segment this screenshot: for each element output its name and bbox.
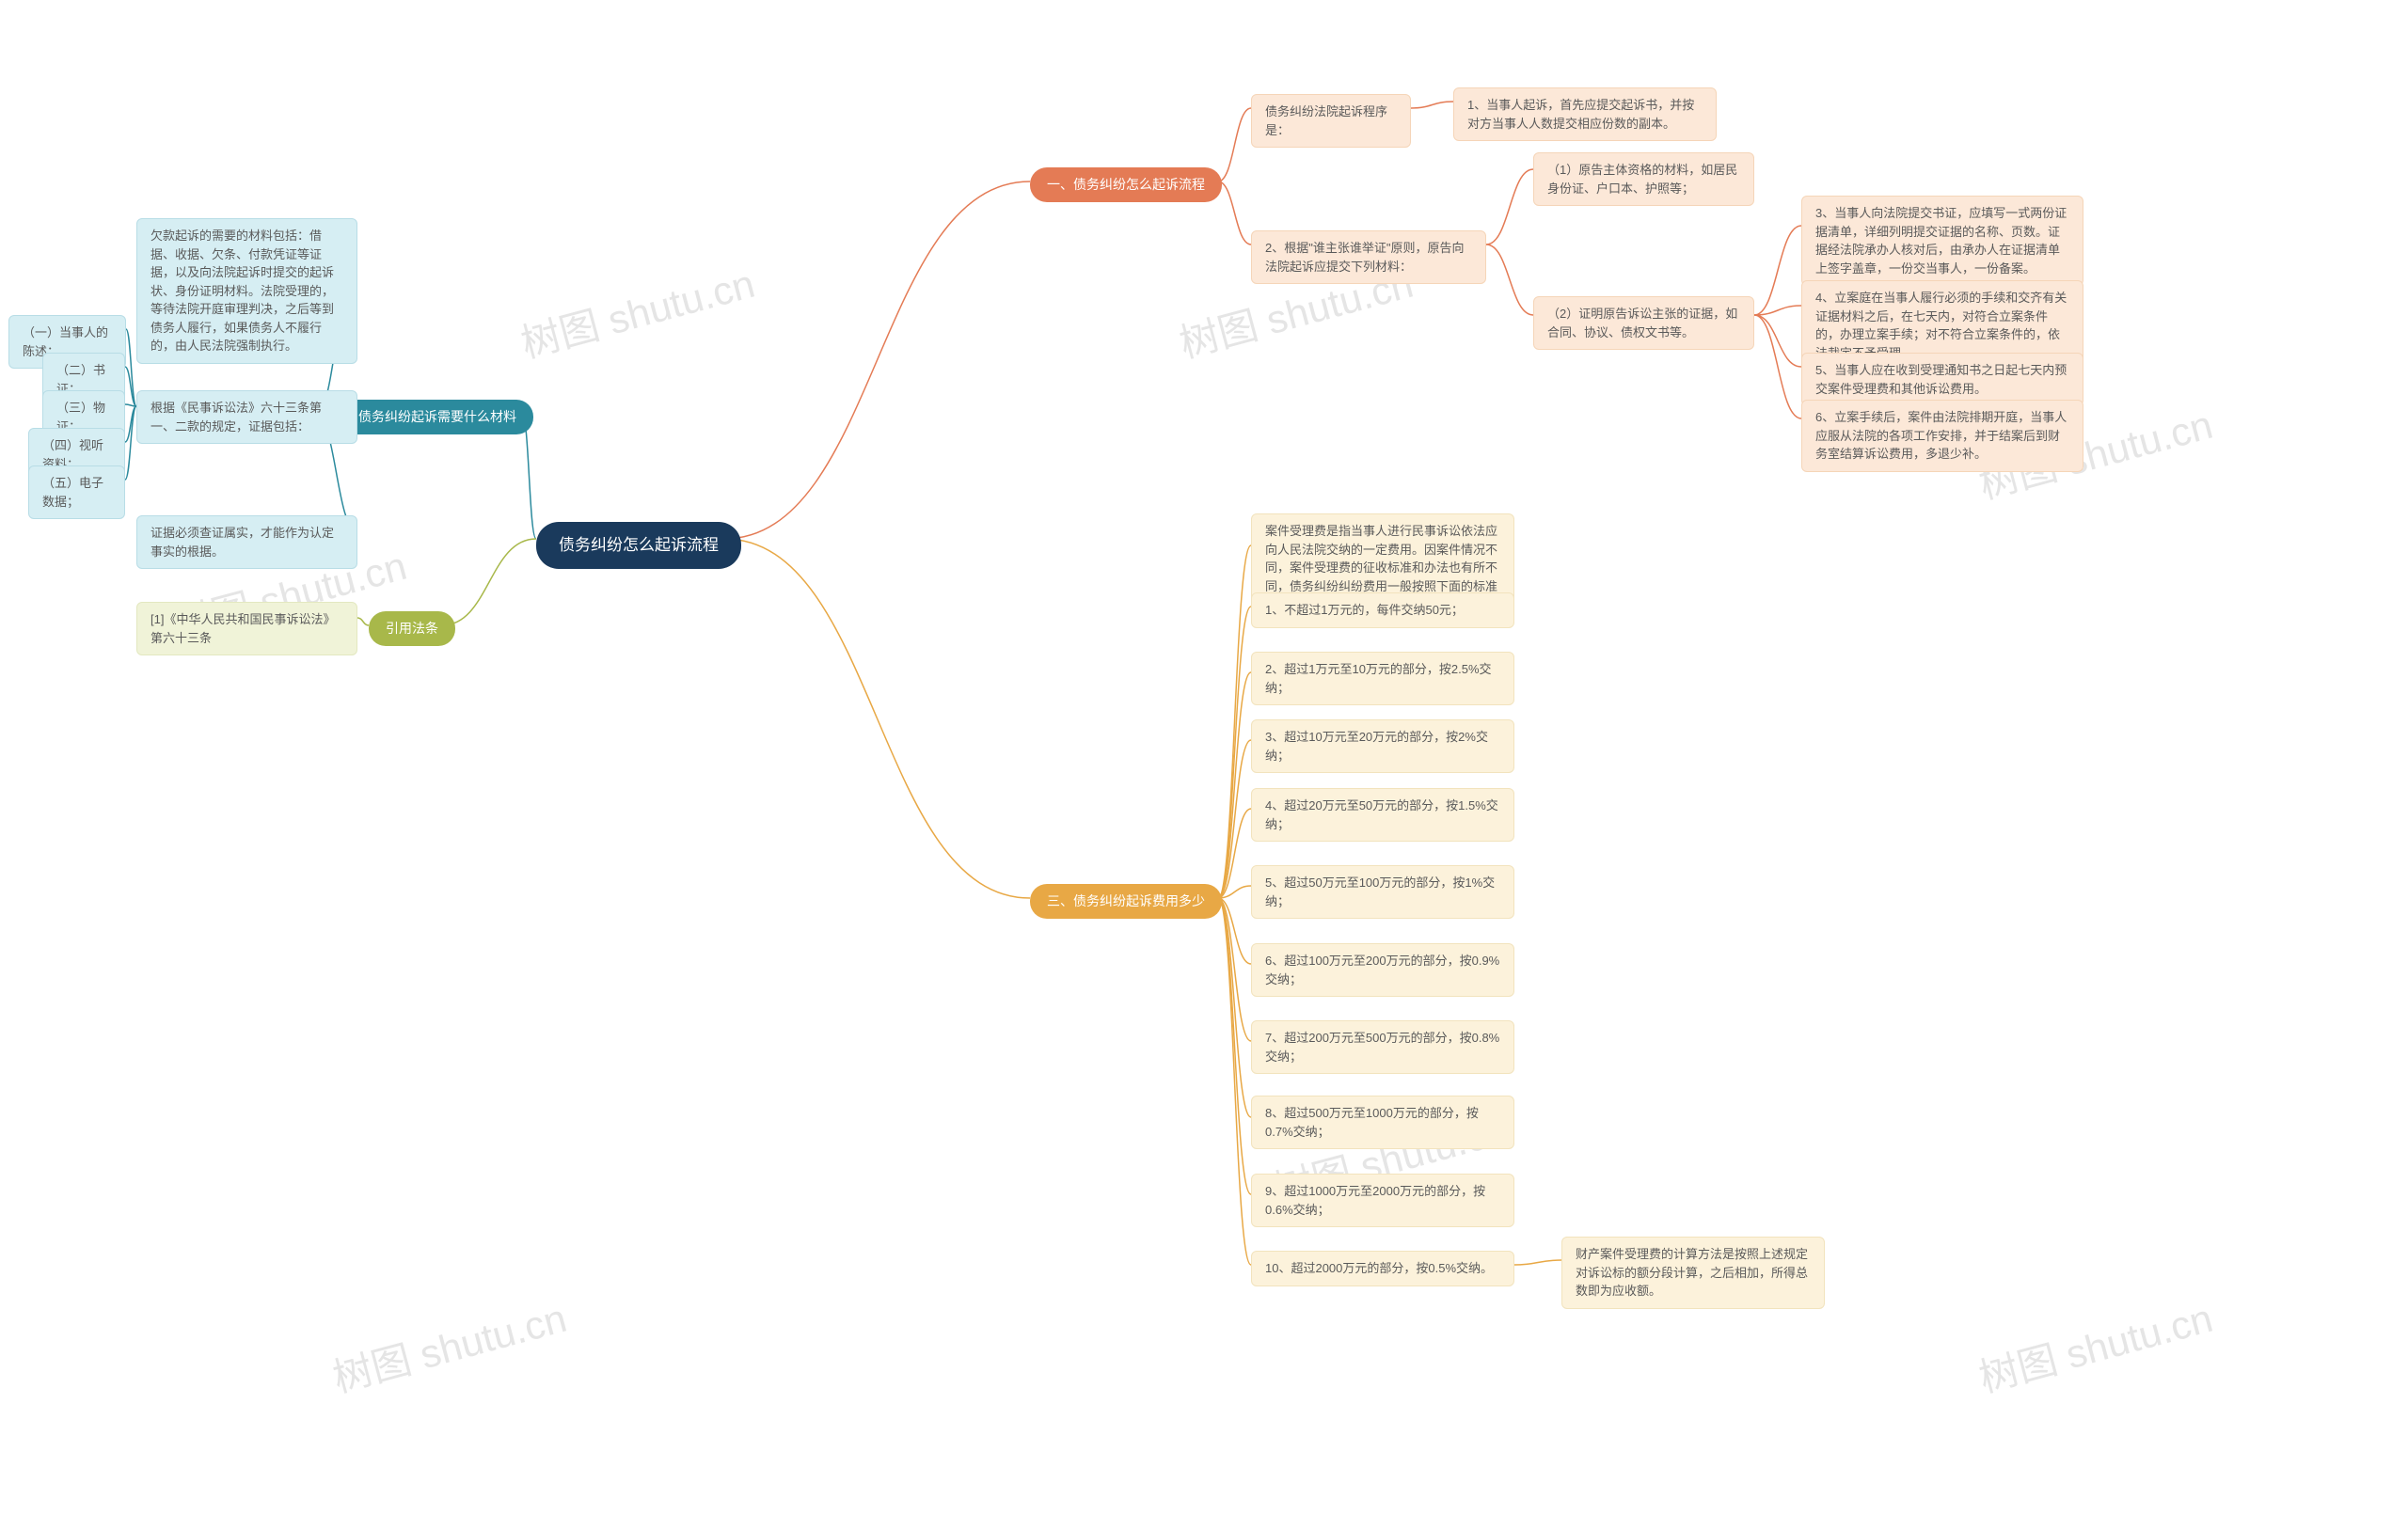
leaf-node[interactable]: [1]《中华人民共和国民事诉讼法》第六十三条 [136, 602, 357, 655]
leaf-node[interactable]: （1）原告主体资格的材料，如居民身份证、户口本、护照等； [1533, 152, 1754, 206]
leaf-node[interactable]: （2）证明原告诉讼主张的证据，如合同、协议、债权文书等。 [1533, 296, 1754, 350]
leaf-node[interactable]: 债务纠纷法院起诉程序是： [1251, 94, 1411, 148]
leaf-node[interactable]: （五）电子数据； [28, 465, 125, 519]
leaf-node[interactable]: 5、超过50万元至100万元的部分，按1%交纳； [1251, 865, 1514, 919]
leaf-node[interactable]: 8、超过500万元至1000万元的部分，按0.7%交纳； [1251, 1096, 1514, 1149]
leaf-node[interactable]: 根据《民事诉讼法》六十三条第一、二款的规定，证据包括： [136, 390, 357, 444]
branch-ref[interactable]: 引用法条 [369, 611, 455, 646]
leaf-node[interactable]: 6、立案手续后，案件由法院排期开庭，当事人应服从法院的各项工作安排，并于结案后到… [1801, 400, 2083, 472]
leaf-node[interactable]: 1、当事人起诉，首先应提交起诉书，并按对方当事人人数提交相应份数的副本。 [1453, 87, 1717, 141]
leaf-node[interactable]: 1、不超过1万元的，每件交纳50元； [1251, 592, 1514, 628]
leaf-node[interactable]: 3、当事人向法院提交书证，应填写一式两份证据清单，详细列明提交证据的名称、页数。… [1801, 196, 2083, 286]
leaf-node[interactable]: 9、超过1000万元至2000万元的部分，按0.6%交纳； [1251, 1174, 1514, 1227]
watermark: 树图 shutu.cn [325, 1286, 572, 1404]
leaf-node[interactable]: 10、超过2000万元的部分，按0.5%交纳。 [1251, 1251, 1514, 1286]
root-node[interactable]: 债务纠纷怎么起诉流程 [536, 522, 741, 569]
leaf-node[interactable]: 财产案件受理费的计算方法是按照上述规定对诉讼标的额分段计算，之后相加，所得总数即… [1561, 1237, 1825, 1309]
leaf-node[interactable]: 5、当事人应在收到受理通知书之日起七天内预交案件受理费和其他诉讼费用。 [1801, 353, 2083, 406]
leaf-node[interactable]: 欠款起诉的需要的材料包括：借据、收据、欠条、付款凭证等证据，以及向法院起诉时提交… [136, 218, 357, 364]
leaf-node[interactable]: 证据必须查证属实，才能作为认定事实的根据。 [136, 515, 357, 569]
leaf-node[interactable]: 3、超过10万元至20万元的部分，按2%交纳； [1251, 719, 1514, 773]
branch-1[interactable]: 一、债务纠纷怎么起诉流程 [1030, 167, 1222, 202]
leaf-node[interactable]: 2、根据"谁主张谁举证"原则，原告向法院起诉应提交下列材料： [1251, 230, 1486, 284]
watermark: 树图 shutu.cn [514, 252, 760, 370]
leaf-node[interactable]: 2、超过1万元至10万元的部分，按2.5%交纳； [1251, 652, 1514, 705]
leaf-node[interactable]: 6、超过100万元至200万元的部分，按0.9%交纳； [1251, 943, 1514, 997]
watermark: 树图 shutu.cn [1972, 1286, 2218, 1404]
branch-3[interactable]: 三、债务纠纷起诉费用多少 [1030, 884, 1222, 919]
leaf-node[interactable]: 7、超过200万元至500万元的部分，按0.8%交纳； [1251, 1020, 1514, 1074]
leaf-node[interactable]: 4、超过20万元至50万元的部分，按1.5%交纳； [1251, 788, 1514, 842]
